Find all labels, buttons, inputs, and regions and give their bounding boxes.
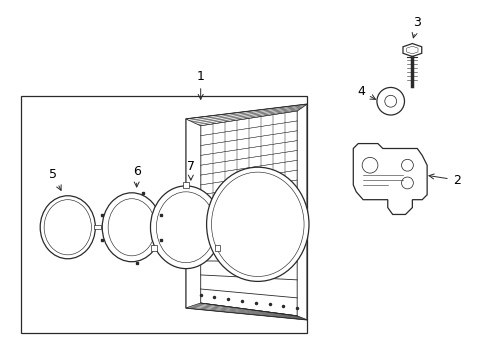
Ellipse shape: [102, 193, 161, 262]
Polygon shape: [402, 44, 421, 57]
Circle shape: [376, 87, 404, 115]
Circle shape: [384, 95, 396, 107]
Polygon shape: [200, 111, 297, 316]
Text: 2: 2: [428, 174, 460, 186]
Ellipse shape: [44, 200, 91, 255]
Circle shape: [401, 177, 412, 189]
Circle shape: [401, 159, 412, 171]
Bar: [151, 246, 157, 251]
Ellipse shape: [211, 172, 304, 276]
Ellipse shape: [108, 199, 155, 256]
Ellipse shape: [40, 196, 95, 259]
Text: 6: 6: [132, 165, 141, 187]
Polygon shape: [352, 144, 426, 215]
Polygon shape: [185, 104, 306, 126]
Polygon shape: [406, 46, 417, 54]
Bar: [183, 182, 188, 188]
Ellipse shape: [206, 167, 308, 282]
Polygon shape: [200, 111, 297, 204]
Text: 5: 5: [49, 168, 61, 190]
Polygon shape: [185, 303, 306, 320]
Text: 1: 1: [196, 70, 204, 99]
Ellipse shape: [156, 192, 215, 263]
Bar: [94, 225, 101, 229]
Bar: [214, 246, 220, 251]
Text: 3: 3: [411, 16, 420, 38]
Bar: [21, 96, 306, 333]
Text: 7: 7: [186, 160, 194, 180]
Text: 4: 4: [357, 85, 375, 99]
Circle shape: [362, 157, 377, 173]
Ellipse shape: [150, 186, 221, 269]
Polygon shape: [185, 104, 306, 320]
